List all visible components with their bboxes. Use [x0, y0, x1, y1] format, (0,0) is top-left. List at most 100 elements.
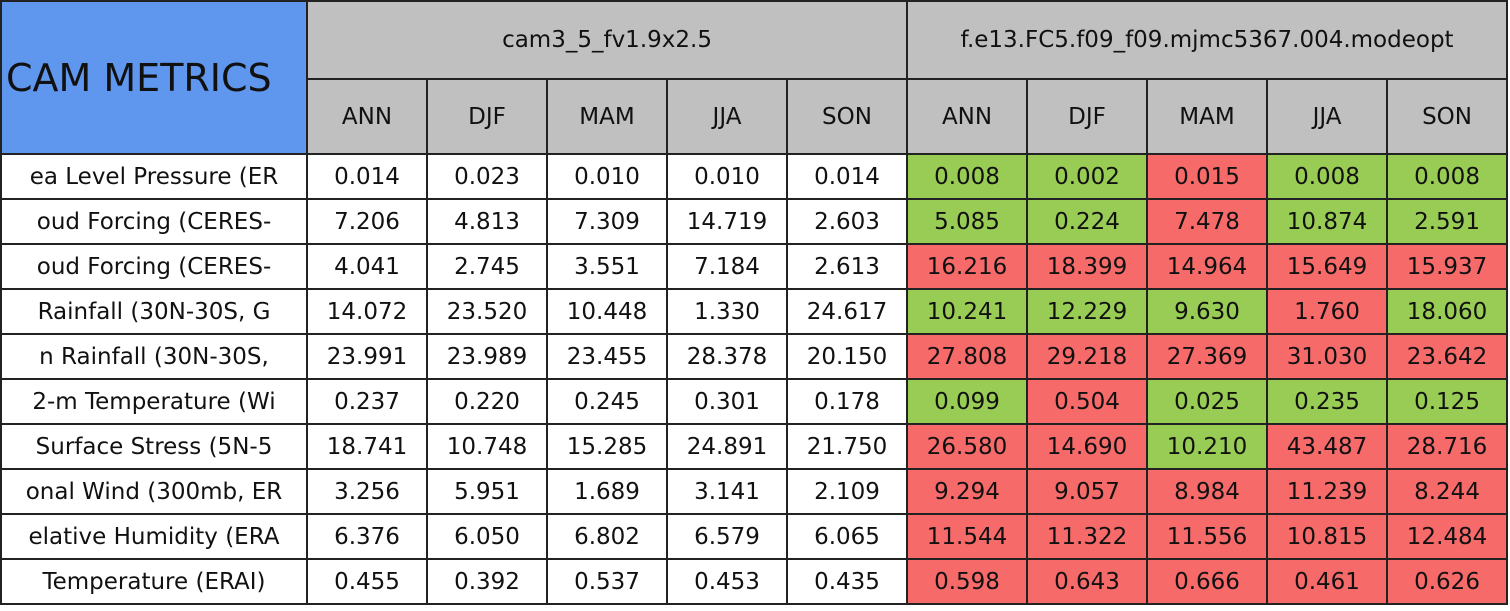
season-header: JJA: [1266, 78, 1389, 155]
season-header: DJF: [1026, 78, 1149, 155]
value-cell: 0.125: [1386, 378, 1509, 425]
group-header-row: CAM METRICS cam3_5_fv1.9x2.5 f.e13.FC5.f0…: [0, 0, 1509, 155]
value-cell: 0.598: [906, 558, 1029, 605]
metric-row: onal Wind (300mb, ER 3.256 5.951 1.689 3.141…: [0, 468, 1509, 515]
value-cell: 0.224: [1026, 198, 1149, 245]
value-cell: 0.008: [1266, 153, 1389, 200]
row-label: Rainfall (30N-30S, G: [0, 288, 308, 335]
row-label: n Rainfall (30N-30S,: [0, 333, 308, 380]
value-cell: 10.448: [546, 288, 668, 335]
metric-row: elative Humidity (ERA 6.376 6.050 6.802 6.57…: [0, 513, 1509, 560]
value-cell: 0.235: [1266, 378, 1389, 425]
value-cell: 8.984: [1146, 468, 1269, 515]
value-cell: 2.745: [426, 243, 548, 290]
value-cell: 21.750: [785, 423, 909, 470]
value-cell: 18.741: [306, 423, 428, 470]
value-cell: 31.030: [1266, 333, 1389, 380]
table-title: CAM METRICS: [0, 0, 308, 155]
value-cell: 24.891: [666, 423, 788, 470]
season-header: MAM: [546, 78, 668, 155]
row-label: onal Wind (300mb, ER: [0, 468, 308, 515]
value-cell: 0.099: [906, 378, 1029, 425]
value-cell: 23.455: [546, 333, 668, 380]
value-cell: 3.551: [546, 243, 668, 290]
metric-row: oud Forcing (CERES- 7.206 4.813 7.309 14.719…: [0, 198, 1509, 245]
value-cell: 0.010: [546, 153, 668, 200]
value-cell: 9.057: [1026, 468, 1149, 515]
value-cell: 8.244: [1386, 468, 1509, 515]
value-cell: 11.544: [906, 513, 1029, 560]
value-cell: 18.399: [1026, 243, 1149, 290]
value-cell: 2.591: [1386, 198, 1509, 245]
value-cell: 0.453: [666, 558, 788, 605]
value-cell: 28.716: [1386, 423, 1509, 470]
value-cell: 0.015: [1146, 153, 1269, 200]
row-label: oud Forcing (CERES-: [0, 243, 308, 290]
value-cell: 27.369: [1146, 333, 1269, 380]
value-cell: 14.719: [666, 198, 788, 245]
metric-row: Rainfall (30N-30S, G 14.072 23.520 10.448 1.…: [0, 288, 1509, 335]
value-cell: 16.216: [906, 243, 1029, 290]
value-cell: 5.085: [906, 198, 1029, 245]
metric-row: oud Forcing (CERES- 4.041 2.745 3.551 7.184 2…: [0, 243, 1509, 290]
value-cell: 2.603: [785, 198, 909, 245]
value-cell: 6.065: [785, 513, 909, 560]
value-cell: 29.218: [1026, 333, 1149, 380]
row-label: Temperature (ERAI): [0, 558, 308, 605]
value-cell: 2.109: [785, 468, 909, 515]
value-cell: 3.256: [306, 468, 428, 515]
value-cell: 24.617: [785, 288, 909, 335]
value-cell: 10.874: [1266, 198, 1389, 245]
value-cell: 0.014: [785, 153, 909, 200]
value-cell: 0.008: [1386, 153, 1509, 200]
value-cell: 12.229: [1026, 288, 1149, 335]
value-cell: 9.630: [1146, 288, 1269, 335]
value-cell: 0.392: [426, 558, 548, 605]
group-header: f.e13.FC5.f09_f09.mjmc5367.004.modeopt: [906, 0, 1509, 80]
value-cell: 10.815: [1266, 513, 1389, 560]
value-cell: 28.378: [666, 333, 788, 380]
value-cell: 11.322: [1026, 513, 1149, 560]
value-cell: 6.376: [306, 513, 428, 560]
value-cell: 0.461: [1266, 558, 1389, 605]
value-cell: 43.487: [1266, 423, 1389, 470]
value-cell: 14.690: [1026, 423, 1149, 470]
value-cell: 20.150: [785, 333, 909, 380]
value-cell: 1.689: [546, 468, 668, 515]
value-cell: 14.072: [306, 288, 428, 335]
season-header: SON: [1386, 78, 1509, 155]
value-cell: 0.023: [426, 153, 548, 200]
metric-row: Temperature (ERAI) 0.455 0.392 0.537 0.453 0.…: [0, 558, 1509, 605]
value-cell: 23.520: [426, 288, 548, 335]
value-cell: 23.642: [1386, 333, 1509, 380]
value-cell: 4.041: [306, 243, 428, 290]
season-header: MAM: [1146, 78, 1269, 155]
value-cell: 6.579: [666, 513, 788, 560]
value-cell: 1.330: [666, 288, 788, 335]
value-cell: 23.989: [426, 333, 548, 380]
season-header: JJA: [666, 78, 788, 155]
metric-row: Surface Stress (5N-5 18.741 10.748 15.285 24…: [0, 423, 1509, 470]
row-label: 2-m Temperature (Wi: [0, 378, 308, 425]
value-cell: 0.010: [666, 153, 788, 200]
value-cell: 9.294: [906, 468, 1029, 515]
value-cell: 0.455: [306, 558, 428, 605]
value-cell: 10.241: [906, 288, 1029, 335]
value-cell: 0.301: [666, 378, 788, 425]
value-cell: 6.050: [426, 513, 548, 560]
value-cell: 7.478: [1146, 198, 1269, 245]
value-cell: 15.937: [1386, 243, 1509, 290]
value-cell: 7.309: [546, 198, 668, 245]
value-cell: 0.025: [1146, 378, 1269, 425]
value-cell: 0.008: [906, 153, 1029, 200]
value-cell: 0.178: [785, 378, 909, 425]
value-cell: 10.748: [426, 423, 548, 470]
metric-row: n Rainfall (30N-30S, 23.991 23.989 23.455 28…: [0, 333, 1509, 380]
value-cell: 3.141: [666, 468, 788, 515]
season-header: ANN: [306, 78, 428, 155]
value-cell: 0.220: [426, 378, 548, 425]
metric-row: ea Level Pressure (ER 0.014 0.023 0.010 0.01…: [0, 153, 1509, 200]
season-header: SON: [785, 78, 909, 155]
